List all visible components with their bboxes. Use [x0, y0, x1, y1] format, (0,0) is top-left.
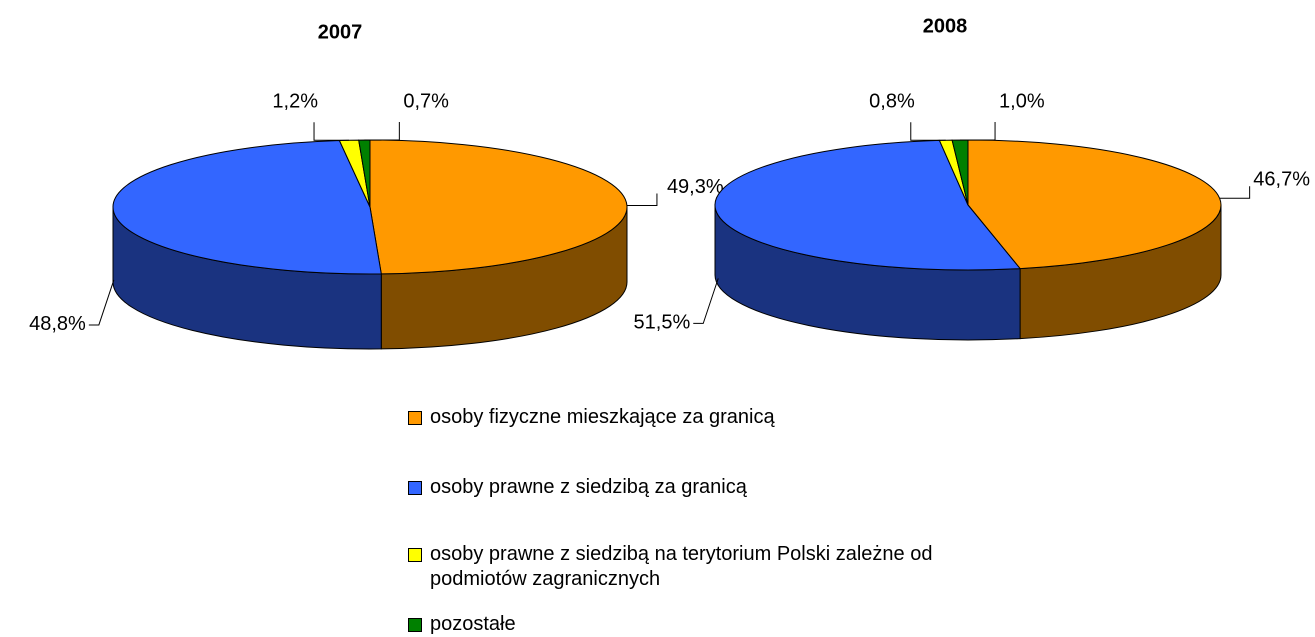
legend-label: osoby fizyczne mieszkające za granicą [430, 406, 775, 428]
legend-swatch [408, 481, 422, 495]
legend-swatch [408, 548, 422, 562]
data-label: 1,0% [999, 90, 1045, 112]
chart-title: 2008 [923, 15, 968, 37]
pie-slice [112, 139, 382, 275]
leader-line [1219, 186, 1251, 199]
leader-line [693, 278, 719, 324]
data-label: 1,2% [272, 91, 318, 113]
data-label: 49,3% [667, 176, 724, 198]
leader-line [88, 279, 115, 326]
leader-line [313, 122, 350, 141]
legend-item: osoby prawne z siedzibą na terytorium Po… [408, 542, 990, 592]
pie-slice [714, 139, 1022, 271]
legend-item: pozostałe [408, 612, 990, 637]
leader-line [364, 122, 400, 141]
legend-item: osoby prawne z siedzibą za granicą [408, 475, 990, 500]
legend-item: osoby fizyczne mieszkające za granicą [408, 405, 990, 430]
leader-line [910, 122, 946, 141]
legend-swatch [408, 618, 422, 632]
data-label: 46,7% [1253, 169, 1310, 191]
leader-line [626, 193, 658, 207]
data-label: 0,7% [403, 90, 449, 112]
pie-slice [967, 139, 1222, 270]
chart-title: 2007 [318, 21, 363, 43]
leader-line [960, 122, 996, 141]
pie-slice [369, 139, 628, 275]
data-label: 48,8% [29, 313, 86, 335]
legend-label: osoby prawne z siedzibą na terytorium Po… [430, 543, 933, 590]
legend-swatch [408, 411, 422, 425]
legend-label: pozostałe [430, 613, 516, 635]
data-label: 51,5% [634, 312, 691, 334]
data-label: 0,8% [869, 91, 915, 113]
legend-label: osoby prawne z siedzibą za granicą [430, 476, 747, 498]
